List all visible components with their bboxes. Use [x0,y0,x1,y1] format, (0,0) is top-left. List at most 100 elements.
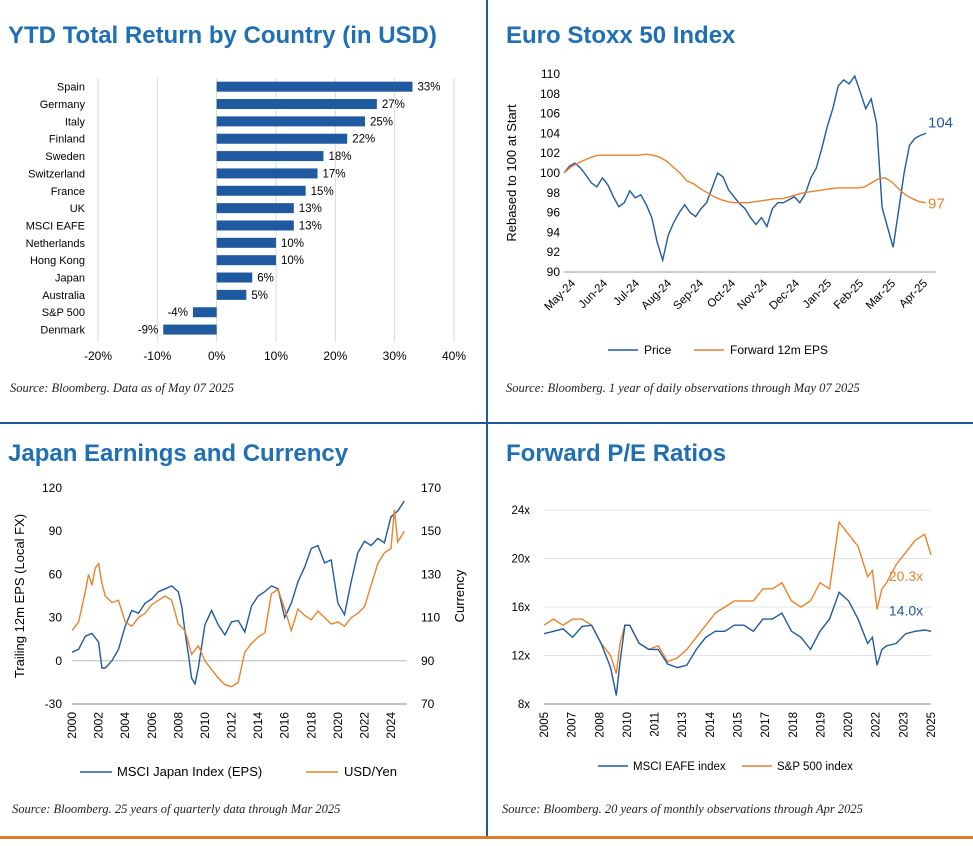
value-label: 15% [311,186,334,198]
x-tick-label: Aug-24 [639,277,674,312]
legend-eps-label: MSCI Japan Index (EPS) [117,764,262,779]
legend-sp500-label: S&P 500 index [777,761,853,773]
value-label: 13% [299,203,322,215]
stoxx-title: Euro Stoxx 50 Index [506,22,736,49]
x-tick-label: 2018 [788,712,800,738]
x-tick-label: Oct-24 [705,277,738,310]
category-label: Germany [40,99,86,111]
value-label: 10% [281,255,304,267]
category-label: MSCI EAFE [26,220,85,232]
y-tick-label: 94 [547,225,561,239]
x-tick-label: 2015 [733,712,745,738]
bar [216,203,294,214]
value-label: 25% [370,116,393,128]
y2-axis-label: Currency [452,569,467,622]
end-label: 14.0x [889,602,923,618]
y-axis-label: Trailing 12m EPS (Local FX) [12,514,27,678]
y2-tick-label: 90 [421,654,435,668]
value-label: 17% [323,168,346,180]
series-line [71,509,405,688]
y-tick-label: 102 [540,146,560,160]
bar [216,133,348,144]
x-tick-label: 40% [442,349,466,363]
x-tick-label: Jul-24 [611,277,642,308]
y-tick-label: 16x [511,602,530,614]
bar [216,272,253,283]
bar [216,255,276,266]
value-label: 6% [257,273,274,285]
x-tick-label: -10% [143,349,171,363]
x-tick-label: 2008 [171,712,185,739]
x-tick-label: 2020 [843,712,855,738]
x-tick-label: 2008 [594,712,606,738]
pe-source: Source: Bloomberg. 20 years of monthly o… [502,802,863,816]
y2-tick-label: 110 [421,611,440,625]
x-tick-label: 2020 [331,712,345,739]
bar [216,99,377,110]
ytd-bar-chart: -20% -10% 0% 10% 20% 30% 40% Spain 33% Germany 27%… [26,78,466,363]
x-tick-label: 2017 [760,712,772,738]
y-tick-label: 0 [55,654,62,668]
bar [216,220,294,231]
end-label: 104 [928,114,953,131]
series-line [543,520,932,674]
category-label: Switzerland [28,168,85,180]
value-label: 18% [328,151,351,163]
series-line [543,591,932,696]
y-tick-label: 30 [49,611,63,625]
stoxx-line-chart: 90 92 94 96 98 100 102 104 106 108 110 May-24Jun-24… [504,67,953,357]
end-label: 97 [928,196,945,213]
category-label: France [51,186,85,198]
y-tick-label: 108 [540,87,560,101]
x-tick-label: 2006 [145,712,159,739]
vertical-divider [486,0,488,836]
category-label: Finland [49,134,85,146]
legend-eafe-label: MSCI EAFE index [633,761,726,773]
category-label: S&P 500 [42,307,85,319]
y-tick-label: 106 [540,107,560,121]
category-label: Denmark [40,325,85,337]
y-tick-label: 110 [541,67,560,81]
y-tick-label: 120 [42,481,62,495]
y2-tick-label: 130 [421,567,441,581]
bar [216,151,324,162]
horizontal-divider-left [0,422,487,424]
y-tick-label: 90 [547,265,561,279]
bar [216,116,365,127]
y-tick-label: 98 [547,186,561,200]
category-label: Netherlands [26,238,86,250]
bar [216,185,306,196]
legend-eps-label: Forward 12m EPS [730,343,828,357]
value-label: 13% [299,220,322,232]
series-line [563,74,927,263]
bar [216,237,276,248]
x-tick-label: 10% [264,349,288,363]
x-tick-label: 0% [208,349,226,363]
x-tick-label: 2022 [357,712,371,739]
category-label: Italy [65,116,86,128]
x-tick-label: 2014 [251,712,265,739]
y-tick-label: 24x [511,505,530,517]
x-tick-label: Mar-25 [864,278,898,312]
japan-source: Source: Bloomberg. 25 years of quarterly… [12,802,341,816]
y-tick-label: 12x [511,651,530,663]
x-tick-label: 2011 [650,712,662,737]
y-tick-label: 60 [49,567,63,581]
x-tick-label: 2000 [65,712,79,739]
value-label: 5% [251,290,268,302]
x-tick-label: 2014 [705,711,717,737]
x-tick-label: 2019 [815,712,827,738]
y-axis-label: Rebased to 100 at Start [504,104,519,242]
category-label: Japan [55,273,85,285]
bottom-rule [0,836,973,839]
y-tick-label: 20x [511,554,530,566]
value-label: 27% [382,99,405,111]
bar [216,81,413,92]
bar [216,168,318,179]
value-label: 33% [417,82,440,94]
x-tick-label: 20% [323,349,347,363]
x-tick-label: Jan-25 [801,278,834,311]
x-tick-label: 2005 [539,712,551,738]
y-tick-label: 96 [547,206,561,220]
x-tick-label: 2016 [278,712,292,739]
